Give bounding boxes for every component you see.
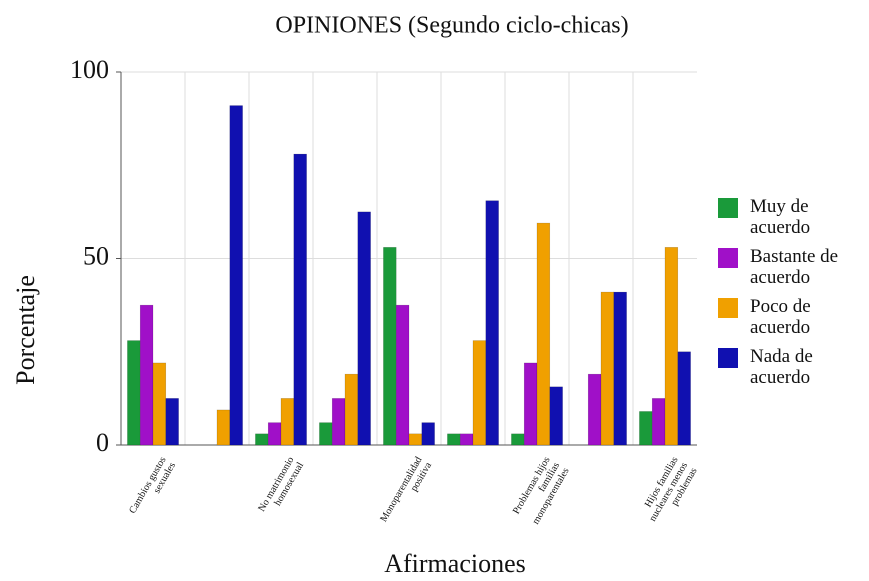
bar <box>395 304 410 446</box>
bar <box>613 291 627 446</box>
y-tick-label: 100 <box>70 55 109 84</box>
bar <box>472 340 487 446</box>
legend-swatch <box>718 348 738 368</box>
bar <box>383 247 397 446</box>
y-tick-label: 50 <box>83 241 109 270</box>
bar <box>255 433 269 446</box>
bar <box>280 398 295 446</box>
legend: Muy de acuerdo Bastante de acuerdo Poco de… <box>718 196 868 396</box>
bar <box>459 433 474 446</box>
bar <box>511 433 525 446</box>
bar <box>229 105 243 446</box>
bar <box>139 304 154 446</box>
bar <box>267 422 282 446</box>
chart-title: OPINIONES (Segundo ciclo-chicas) <box>275 13 628 39</box>
bar <box>319 422 333 446</box>
bar <box>485 200 499 446</box>
y-axis-label: Porcentaje <box>11 275 40 385</box>
bar <box>357 211 371 446</box>
y-tick-label: 0 <box>96 428 109 457</box>
bar <box>651 398 666 446</box>
bar <box>293 153 307 446</box>
bar <box>165 398 179 446</box>
legend-label: Nada de acuerdo <box>750 346 813 388</box>
x-axis-label: Afirmaciones <box>384 549 526 578</box>
bar <box>421 422 435 446</box>
legend-label: Poco de acuerdo <box>750 296 811 338</box>
bar <box>677 351 691 446</box>
bar <box>152 362 167 446</box>
legend-item: Muy de acuerdo <box>718 196 868 238</box>
bar <box>523 362 538 446</box>
bar <box>408 433 423 446</box>
legend-item: Poco de acuerdo <box>718 296 868 338</box>
bar <box>536 222 551 446</box>
legend-label: Muy de acuerdo <box>750 196 811 238</box>
legend-item: Bastante de acuerdo <box>718 246 868 288</box>
bar <box>331 398 346 446</box>
bar <box>639 411 653 446</box>
legend-swatch <box>718 298 738 318</box>
legend-swatch <box>718 198 738 218</box>
bar <box>664 247 679 446</box>
bar <box>216 409 231 446</box>
legend-item: Nada de acuerdo <box>718 346 868 388</box>
bar <box>549 386 563 446</box>
bar <box>447 433 461 446</box>
bar <box>587 373 602 446</box>
legend-label: Bastante de acuerdo <box>750 246 839 288</box>
bar <box>127 340 141 446</box>
bar <box>600 291 615 446</box>
bar <box>344 373 359 446</box>
legend-swatch <box>718 248 738 268</box>
